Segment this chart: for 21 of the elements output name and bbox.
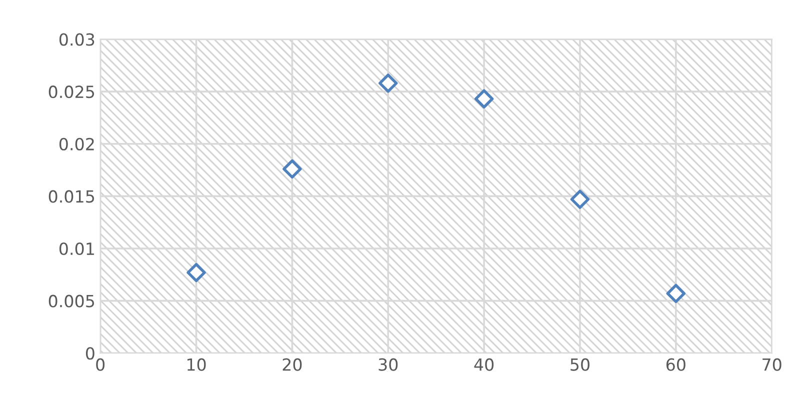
x-tick-label: 40 — [474, 358, 494, 371]
y-tick-label: 0.015 — [48, 190, 94, 203]
y-tick-label: 0.01 — [59, 242, 94, 256]
x-tick-label: 70 — [762, 358, 782, 371]
point — [186, 262, 206, 282]
x-tick-label: 20 — [282, 358, 302, 371]
y-tick-label: 0.03 — [59, 33, 94, 46]
y-tick-label: 0.025 — [48, 86, 94, 98]
x-tick-label: 60 — [666, 358, 686, 371]
y-tick-label: 0.02 — [59, 138, 94, 150]
point — [378, 74, 398, 93]
point — [570, 190, 590, 209]
x-tick-label: 50 — [570, 358, 590, 371]
x-tick-label: 10 — [187, 358, 206, 371]
x-tick-label: 30 — [378, 358, 398, 371]
x-tick-label: 0 — [96, 358, 105, 371]
point — [474, 89, 494, 108]
y-tick-label: 0.005 — [48, 294, 94, 308]
point — [282, 159, 302, 179]
y-tick-label: 0 — [86, 347, 94, 360]
point — [666, 284, 686, 304]
